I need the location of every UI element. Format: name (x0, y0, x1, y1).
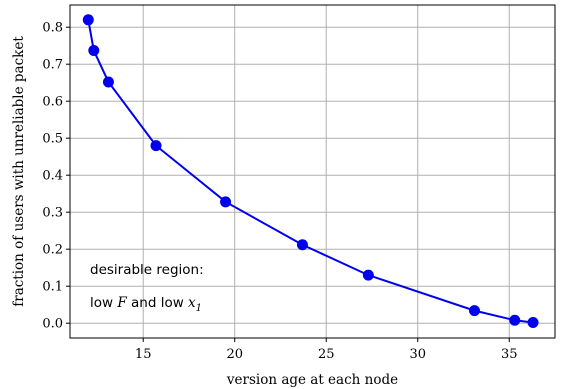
y-tick-label: 0.5 (42, 132, 63, 147)
data-point (296, 239, 308, 251)
y-tick-label: 0.0 (42, 317, 63, 332)
x-axis-label: version age at each node (226, 372, 398, 388)
series-line (87, 19, 534, 324)
annotation-mid: and low (127, 295, 188, 311)
data-point (468, 305, 480, 317)
data-point (150, 140, 162, 152)
annotation-var-f: F (116, 295, 127, 311)
y-tick-label: 0.3 (42, 206, 63, 221)
axis-ticks: 15 20 25 30 35 0.0 0.1 0.2 0.3 0.4 0.5 0.6 0.7 0.8 (42, 21, 517, 362)
data-point (509, 314, 521, 326)
data-point (102, 76, 114, 88)
annotation-prefix: low (90, 295, 117, 311)
annotation-line-2: low F and low x1 (90, 295, 202, 314)
data-point (527, 316, 539, 328)
grid-lines (70, 5, 555, 338)
y-tick-label: 0.4 (42, 169, 63, 184)
y-tick-label: 0.8 (42, 21, 63, 36)
x-tick-label: 15 (135, 347, 152, 362)
annotation-subscript: 1 (196, 303, 202, 314)
y-tick-label: 0.6 (42, 95, 63, 110)
y-tick-label: 0.2 (42, 243, 63, 258)
annotation-line-1: desirable region: (90, 262, 204, 278)
data-point (220, 196, 232, 208)
data-point (362, 269, 374, 281)
y-axis-label: fraction of users with unreliable packet (11, 36, 27, 307)
plot-frame (69, 4, 556, 339)
x-tick-label: 25 (318, 347, 335, 362)
x-tick-label: 30 (409, 347, 426, 362)
data-point (82, 14, 94, 26)
annotation-var-x: x (188, 295, 196, 311)
series-layer (82, 14, 539, 328)
x-tick-label: 20 (226, 347, 243, 362)
y-tick-label: 0.7 (42, 58, 63, 73)
y-tick-label: 0.1 (42, 280, 63, 295)
data-point (88, 45, 100, 57)
x-tick-label: 35 (501, 347, 518, 362)
